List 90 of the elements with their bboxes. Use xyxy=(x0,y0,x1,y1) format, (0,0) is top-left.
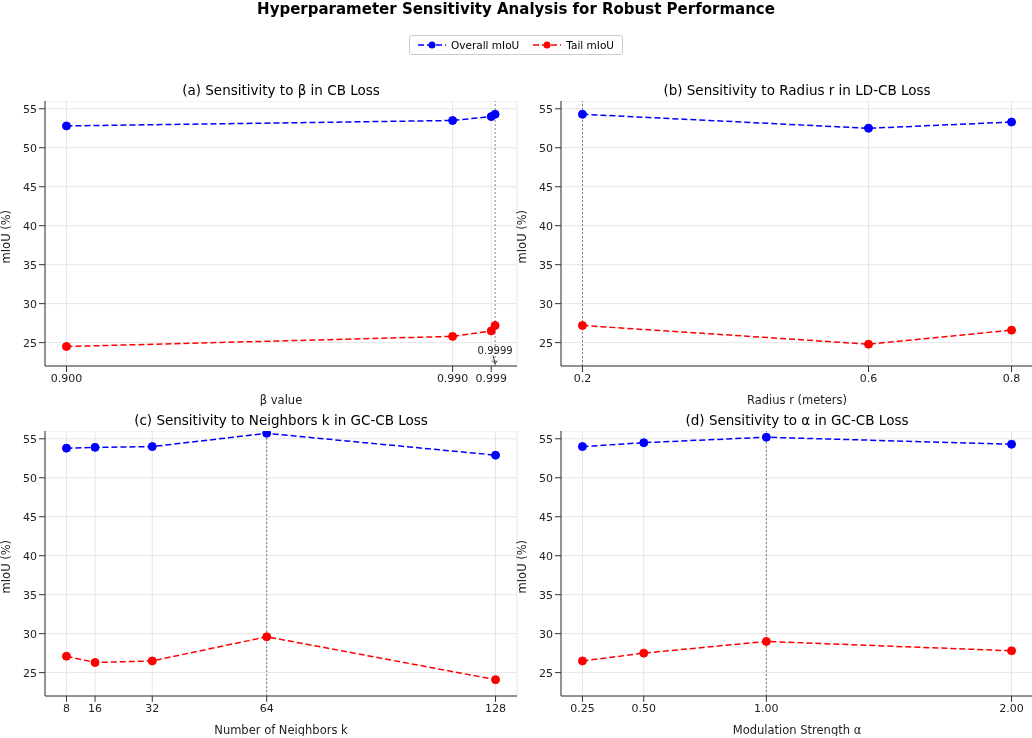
x-tick-label: 0.999 xyxy=(475,371,507,385)
chart-title: (c) Sensitivity to Neighbors k in GC-CB Loss xyxy=(133,412,429,428)
x-tick-label: 0.25 xyxy=(570,701,595,715)
point xyxy=(147,442,157,452)
x-axis-title: Number of Neighbors k xyxy=(214,723,349,737)
y-tick-label: 50 xyxy=(23,141,37,155)
point xyxy=(490,320,500,330)
y-tick-label: 55 xyxy=(539,432,553,446)
x-tick-label: 128 xyxy=(485,701,507,715)
point xyxy=(864,123,874,133)
point xyxy=(864,339,874,349)
point xyxy=(761,636,771,646)
point xyxy=(490,109,500,119)
x-tick-label: 0.50 xyxy=(631,701,656,715)
point xyxy=(147,656,157,666)
point xyxy=(491,675,501,685)
y-tick-label: 30 xyxy=(23,627,37,641)
x-tick-label: 0.900 xyxy=(50,371,83,385)
chart-title: (a) Sensitivity to β in CB Loss xyxy=(181,82,381,98)
legend-label: Overall mIoU xyxy=(450,39,520,51)
y-axis-title: mIoU (%) xyxy=(0,539,14,594)
x-axis-title: β value xyxy=(259,393,303,407)
x-tick-label: 1.00 xyxy=(754,701,779,715)
y-axis-title: mIoU (%) xyxy=(515,539,530,594)
point xyxy=(448,115,458,125)
y-axis-title: mIoU (%) xyxy=(0,209,14,264)
y-tick-label: 45 xyxy=(23,510,37,524)
y-tick-label: 40 xyxy=(539,549,553,563)
y-tick-label: 25 xyxy=(23,666,37,680)
x-tick-label: 0.8 xyxy=(1002,371,1021,385)
y-tick-label: 40 xyxy=(539,219,553,233)
point xyxy=(90,442,100,452)
legend-label: Tail mIoU xyxy=(565,39,614,51)
y-tick-label: 25 xyxy=(23,336,37,350)
y-tick-label: 35 xyxy=(539,258,553,272)
y-tick-label: 40 xyxy=(23,549,37,563)
point xyxy=(639,438,649,448)
y-axis-title: mIoU (%) xyxy=(515,209,530,264)
y-tick-label: 50 xyxy=(539,471,553,485)
y-tick-label: 35 xyxy=(23,258,37,272)
x-tick-label: 2.00 xyxy=(999,701,1024,715)
x-tick-label: 0.6 xyxy=(859,371,878,385)
point xyxy=(486,326,496,336)
point xyxy=(639,648,649,658)
x-axis-title: Radius r (meters) xyxy=(746,393,848,407)
point xyxy=(577,656,587,666)
point xyxy=(262,632,272,642)
x-tick-label: 0.990 xyxy=(436,371,469,385)
point xyxy=(1007,117,1017,127)
y-tick-label: 30 xyxy=(539,297,553,311)
point xyxy=(61,342,71,352)
point xyxy=(61,651,71,661)
y-tick-label: 55 xyxy=(23,432,37,446)
x-tick-label: 64 xyxy=(259,701,274,715)
y-tick-label: 45 xyxy=(539,510,553,524)
y-tick-label: 35 xyxy=(23,588,37,602)
x-axis-title: Modulation Strength α xyxy=(732,723,862,737)
point xyxy=(1007,439,1017,449)
point xyxy=(577,442,587,452)
y-tick-label: 30 xyxy=(539,627,553,641)
y-tick-label: 55 xyxy=(23,102,37,116)
y-tick-label: 55 xyxy=(539,102,553,116)
point xyxy=(1007,646,1017,656)
y-tick-label: 50 xyxy=(539,141,553,155)
chart-title: (d) Sensitivity to α in GC-CB Loss xyxy=(684,412,910,428)
chart-title: (b) Sensitivity to Radius r in LD-CB Loss xyxy=(662,82,932,98)
point xyxy=(262,431,272,438)
x-tick-label: 8 xyxy=(62,701,70,715)
point xyxy=(61,121,71,131)
point xyxy=(448,331,458,341)
point xyxy=(491,450,501,460)
point xyxy=(761,432,771,442)
point xyxy=(577,109,587,119)
y-tick-label: 40 xyxy=(23,219,37,233)
y-tick-label: 45 xyxy=(23,180,37,194)
y-tick-label: 25 xyxy=(539,666,553,680)
y-tick-label: 25 xyxy=(539,336,553,350)
point xyxy=(1007,325,1017,335)
y-tick-label: 35 xyxy=(539,588,553,602)
x-tick-label: 0.2 xyxy=(573,371,592,385)
point xyxy=(61,443,71,453)
x-tick-label: 32 xyxy=(145,701,160,715)
y-tick-label: 45 xyxy=(539,180,553,194)
point xyxy=(577,320,587,330)
point xyxy=(90,657,100,667)
y-tick-label: 30 xyxy=(23,297,37,311)
annotation: 0.9999 xyxy=(477,344,513,356)
text: Hyperparameter Sensitivity Analysis for Robust Performance xyxy=(256,0,776,18)
x-tick-label: 16 xyxy=(88,701,103,715)
y-tick-label: 50 xyxy=(23,471,37,485)
